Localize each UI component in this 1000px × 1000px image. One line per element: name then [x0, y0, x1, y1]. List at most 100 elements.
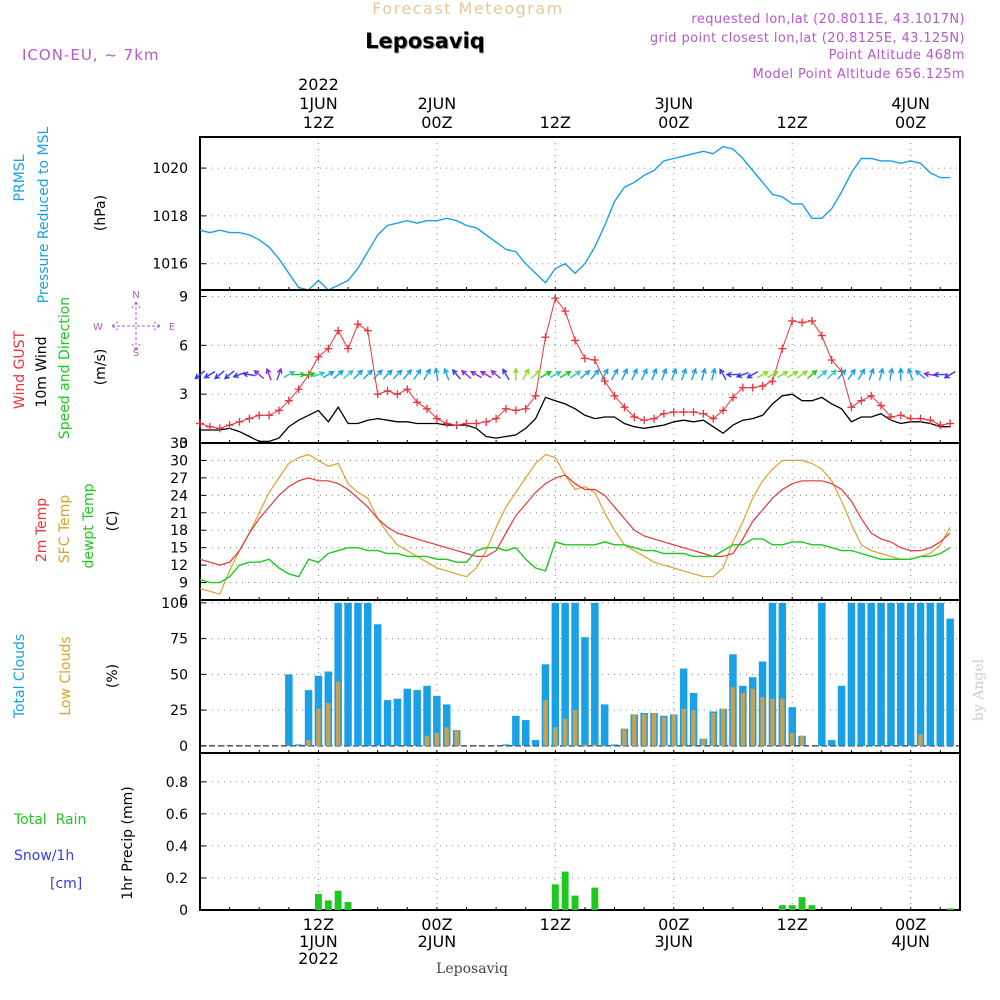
wind-direction-arrow — [579, 369, 591, 380]
wind-direction-arrow — [392, 369, 403, 380]
top-time-label: 00Z — [421, 113, 452, 132]
wind-axis-labels: Wind GUST 10m Wind Speed and Direction (… — [12, 290, 175, 439]
precip-label-mm: 1hr Precip (mm) — [120, 786, 136, 899]
wind-direction-arrow — [847, 368, 856, 381]
low-cloud-bar — [424, 735, 430, 746]
wind-direction-arrow — [735, 371, 749, 379]
y-tick-label: 15 — [170, 541, 188, 557]
wind-gust-marker — [482, 417, 491, 426]
y-tick-label: 100 — [161, 596, 188, 612]
temp-label-dewpt: dewpt Temp — [81, 483, 97, 568]
wind-direction-arrow — [490, 369, 502, 380]
wind-direction-arrow — [302, 371, 316, 378]
y-tick-label: 0.4 — [166, 839, 188, 855]
wind-gust-marker — [580, 354, 589, 363]
clouds-label-low: Low Clouds — [58, 636, 74, 715]
total-cloud-bar — [373, 624, 382, 746]
bottom-time-label: 12Z — [777, 915, 808, 934]
wind-direction-arrow — [382, 369, 393, 380]
wind-gust-marker — [709, 414, 718, 423]
low-cloud-bar — [592, 744, 597, 746]
wind-gust-marker — [442, 419, 451, 428]
total-cloud-bar — [827, 740, 836, 746]
total-cloud-bar — [679, 668, 688, 746]
wind-gust-marker — [561, 307, 570, 316]
low-cloud-bar — [681, 708, 686, 746]
top-time-label: 12Z — [777, 113, 808, 132]
total-cloud-bar — [364, 602, 372, 746]
precip-label-snow: Snow/1h — [14, 848, 74, 864]
wind-gust-marker — [817, 331, 826, 340]
wind-gust-marker — [462, 419, 471, 428]
compass-s: S — [133, 348, 139, 359]
total-cloud-bar — [926, 602, 935, 746]
wind-direction-arrow — [363, 369, 374, 380]
low-cloud-bar — [563, 718, 568, 746]
total-cloud-bar — [946, 618, 954, 746]
panel-frame — [199, 599, 961, 754]
y-tick-label: 24 — [170, 488, 188, 504]
total-cloud-bar — [768, 602, 777, 746]
bottom-time-label: 00Z — [658, 915, 689, 934]
wind-gust-marker — [274, 406, 283, 415]
wind-gust-marker — [432, 414, 441, 423]
pressure-label-prmsl: PRMSL — [12, 154, 28, 201]
wind-gust-marker — [413, 398, 422, 407]
wind-direction-arrow — [621, 367, 628, 381]
wind-direction-arrow — [857, 368, 866, 381]
location-title: Leposaviq — [365, 29, 485, 53]
wind-direction-arrow — [757, 370, 770, 379]
total-cloud-bar — [551, 602, 560, 746]
bottom-time-label: 00Z — [895, 915, 926, 934]
wind-direction-arrow — [661, 367, 668, 381]
wind-direction-arrow — [610, 368, 619, 381]
pressure-line — [199, 145, 951, 291]
y-tick-label: 33 — [170, 436, 188, 452]
y-tick-label: 18 — [170, 523, 188, 539]
wind-gust-marker — [363, 326, 372, 335]
bottom-time-label: 4JUN — [891, 932, 930, 951]
wind-label-unit: (m/s) — [93, 349, 109, 386]
clouds-label-unit: (%) — [105, 664, 121, 688]
wind-gust-marker — [936, 421, 945, 430]
total-cloud-bar — [581, 637, 589, 746]
wind-gust-marker — [788, 316, 797, 325]
total-cloud-bar — [393, 698, 402, 746]
wind-gust-marker — [521, 404, 530, 413]
wind-direction-arrow — [631, 367, 638, 381]
top-time-label: 00Z — [658, 113, 689, 132]
rain-bar — [334, 890, 342, 910]
y-tick-label: 3 — [179, 387, 188, 403]
wind-direction-arrow — [796, 370, 809, 379]
wind-gust-marker — [314, 352, 323, 361]
compass-w: W — [93, 322, 103, 333]
wind-direction-arrow — [914, 369, 926, 380]
wind-direction-arrow — [816, 369, 828, 380]
wind-direction-arrow — [194, 370, 206, 380]
y-tick-label: 50 — [170, 667, 188, 683]
rain-bar — [551, 884, 559, 910]
rain-bar — [571, 895, 579, 910]
wind-direction-arrow — [512, 367, 519, 381]
precip-label-snow-unit: [cm] — [50, 876, 82, 892]
low-cloud-bar — [720, 708, 726, 746]
y-tick-label: 75 — [170, 632, 188, 648]
y-tick-label: 0 — [179, 739, 188, 755]
wind-direction-arrow — [443, 367, 450, 381]
wind-gust-marker — [501, 404, 510, 413]
wind-gust-marker — [798, 318, 807, 327]
total-cloud-bar — [818, 602, 826, 746]
wind-direction-arrow — [276, 367, 283, 381]
wind-gust-marker — [423, 404, 432, 413]
wind-gust-marker — [610, 391, 619, 400]
total-cloud-bar — [600, 704, 609, 746]
low-cloud-bar — [434, 733, 439, 746]
top-time-label: 12Z — [540, 113, 571, 132]
credit-watermark: by Angel — [971, 658, 987, 721]
total-cloud-bar — [512, 715, 520, 746]
wind-direction-arrow — [413, 368, 422, 381]
bottom-time-label: 2JUN — [418, 932, 457, 951]
wind-direction-arrow — [897, 367, 904, 381]
pressure-axis-labels: PRMSL Pressure Reduced to MSL (hPa) — [12, 126, 109, 303]
